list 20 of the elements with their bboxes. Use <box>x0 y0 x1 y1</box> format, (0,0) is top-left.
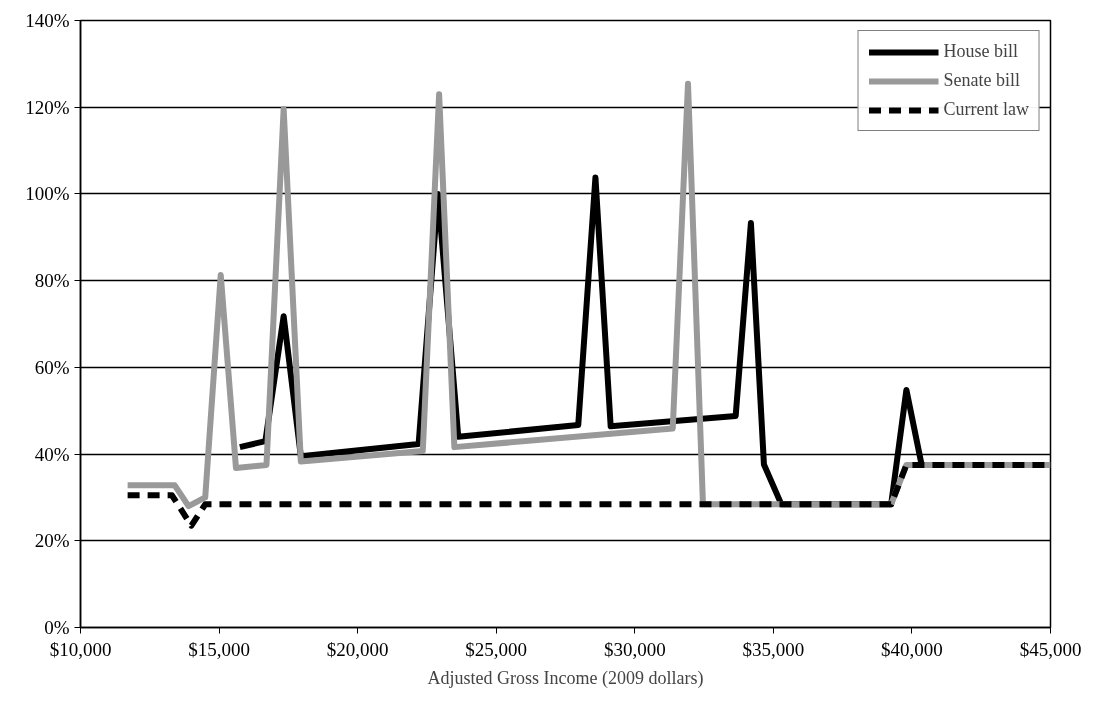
x-tick-label: $15,000 <box>188 638 250 660</box>
y-tick-label: 120% <box>25 96 70 118</box>
legend-label: Current law <box>943 99 1029 120</box>
y-tick-label: 0% <box>44 617 70 638</box>
y-tick-label: 140% <box>25 10 70 31</box>
legend-label: House bill <box>943 41 1019 62</box>
x-tick-label: $45,000 <box>1019 638 1082 660</box>
y-tick-label: 80% <box>34 270 70 292</box>
legend-label: Senate bill <box>943 70 1020 91</box>
y-tick-label: 60% <box>34 356 70 378</box>
x-axis-title: Adjusted Gross Income (2009 dollars) <box>427 667 704 689</box>
x-tick-label: $30,000 <box>603 638 666 660</box>
y-tick-label: 100% <box>25 183 70 205</box>
y-tick-label: 40% <box>34 443 70 465</box>
x-tick-label: $40,000 <box>881 638 943 660</box>
x-tick-label: $25,000 <box>465 638 528 660</box>
x-tick-label: $10,000 <box>49 638 112 660</box>
x-tick-label: $20,000 <box>326 638 389 660</box>
x-tick-label: $35,000 <box>742 638 805 660</box>
y-tick-label: 20% <box>34 530 70 552</box>
